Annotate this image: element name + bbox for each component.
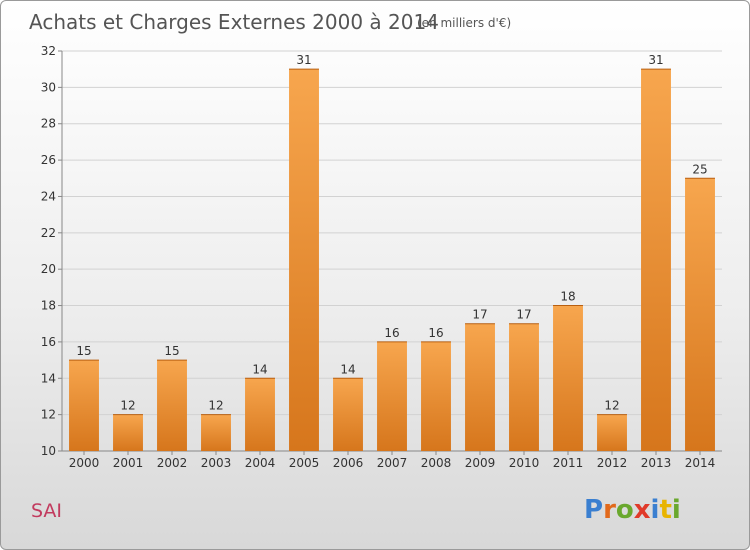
- x-tick-label: 2011: [553, 456, 584, 470]
- logo-letter: x: [634, 495, 651, 525]
- x-tick-label: 2003: [201, 456, 232, 470]
- logo-letter: i: [672, 495, 681, 525]
- data-label: 14: [340, 362, 355, 376]
- data-labels: 15 12 15 12 14 31 14 16 16 17 17 18 12 31 25: [76, 53, 707, 412]
- y-tick-label: 22: [41, 226, 56, 240]
- y-tick-label: 32: [41, 44, 56, 58]
- data-label: 17: [516, 308, 531, 322]
- bar-2000: [69, 360, 99, 451]
- bar-2003: [201, 414, 231, 451]
- data-label: 18: [560, 290, 575, 304]
- proxiti-logo: Proxiti: [584, 495, 681, 525]
- y-tick-label: 28: [41, 117, 56, 131]
- y-tick-label: 24: [41, 189, 56, 203]
- y-tick-label: 10: [41, 444, 56, 458]
- y-tick-labels: 10 12 14 16 18 20 22 24 26 28 30 32: [41, 44, 56, 458]
- data-label: 25: [692, 162, 707, 176]
- x-tick-label: 2014: [685, 456, 716, 470]
- data-label: 31: [648, 53, 663, 67]
- x-tick-label: 2007: [377, 456, 408, 470]
- commune-name: SAI: [31, 500, 62, 522]
- logo-letter: P: [584, 495, 603, 525]
- y-tick-label: 14: [41, 371, 56, 385]
- x-tick-label: 2006: [333, 456, 364, 470]
- logo-letter: i: [651, 495, 660, 525]
- bar-2010: [509, 323, 539, 451]
- data-label: 16: [384, 326, 399, 340]
- data-label: 15: [164, 344, 179, 358]
- bar-2009: [465, 323, 495, 451]
- bars: [69, 68, 715, 452]
- x-tick-label: 2009: [465, 456, 496, 470]
- data-label: 14: [252, 362, 267, 376]
- x-tick-labels: 2000 2001 2002 2003 2004 2005 2006 2007 2008 2009…: [69, 456, 716, 470]
- logo-letter: r: [603, 495, 616, 525]
- x-tick-label: 2005: [289, 456, 320, 470]
- x-tick-label: 2010: [509, 456, 540, 470]
- bar-2008: [421, 341, 451, 451]
- x-tick-label: 2013: [641, 456, 672, 470]
- x-tick-label: 2002: [157, 456, 188, 470]
- chart-subtitle: (en milliers d'€): [417, 16, 511, 30]
- x-tick-label: 2004: [245, 456, 276, 470]
- data-label: 16: [428, 326, 443, 340]
- bar-2006: [333, 378, 363, 451]
- bar-2012: [597, 414, 627, 451]
- bar-2013: [641, 69, 671, 451]
- y-tick-label: 20: [41, 262, 56, 276]
- chart-title: Achats et Charges Externes 2000 à 2014: [29, 10, 439, 34]
- x-tick-label: 2012: [597, 456, 628, 470]
- logo-letter: t: [659, 495, 671, 525]
- bar-2014: [685, 178, 715, 452]
- data-label: 12: [208, 399, 223, 413]
- data-label: 17: [472, 308, 487, 322]
- data-label: 12: [120, 399, 135, 413]
- bar-2007: [377, 341, 407, 451]
- data-label: 15: [76, 344, 91, 358]
- y-tick-label: 26: [41, 153, 56, 167]
- x-tick-label: 2008: [421, 456, 452, 470]
- x-tick-label: 2000: [69, 456, 100, 470]
- bar-2002: [157, 360, 187, 451]
- y-tick-label: 12: [41, 408, 56, 422]
- data-label: 12: [604, 399, 619, 413]
- data-label: 31: [296, 53, 311, 67]
- logo-letter: o: [616, 495, 634, 525]
- y-tick-label: 16: [41, 335, 56, 349]
- x-tick-label: 2001: [113, 456, 144, 470]
- y-tick-label: 18: [41, 299, 56, 313]
- bar-2004: [245, 378, 275, 451]
- bar-2011: [553, 305, 583, 451]
- bar-2005: [289, 69, 319, 451]
- y-tick-label: 30: [41, 80, 56, 94]
- bar-2001: [113, 414, 143, 451]
